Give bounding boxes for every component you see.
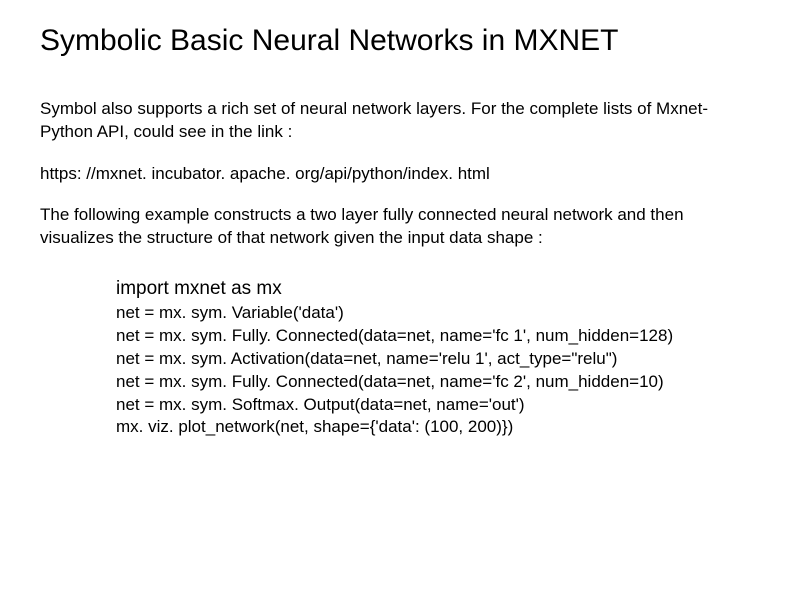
code-line-2: net = mx. sym. Fully. Connected(data=net…	[116, 325, 754, 348]
code-line-6: mx. viz. plot_network(net, shape={'data'…	[116, 416, 754, 439]
code-import-line: import mxnet as mx	[116, 278, 754, 300]
intro-paragraph: Symbol also supports a rich set of neura…	[40, 98, 754, 144]
code-line-5: net = mx. sym. Softmax. Output(data=net,…	[116, 394, 754, 417]
code-block: import mxnet as mx net = mx. sym. Variab…	[116, 278, 754, 440]
code-line-4: net = mx. sym. Fully. Connected(data=net…	[116, 371, 754, 394]
example-paragraph: The following example constructs a two l…	[40, 204, 754, 250]
code-line-3: net = mx. sym. Activation(data=net, name…	[116, 348, 754, 371]
slide-title: Symbolic Basic Neural Networks in MXNET	[40, 24, 754, 58]
api-link-text: https: //mxnet. incubator. apache. org/a…	[40, 164, 754, 184]
slide: Symbolic Basic Neural Networks in MXNET …	[0, 0, 794, 595]
code-line-1: net = mx. sym. Variable('data')	[116, 302, 754, 325]
